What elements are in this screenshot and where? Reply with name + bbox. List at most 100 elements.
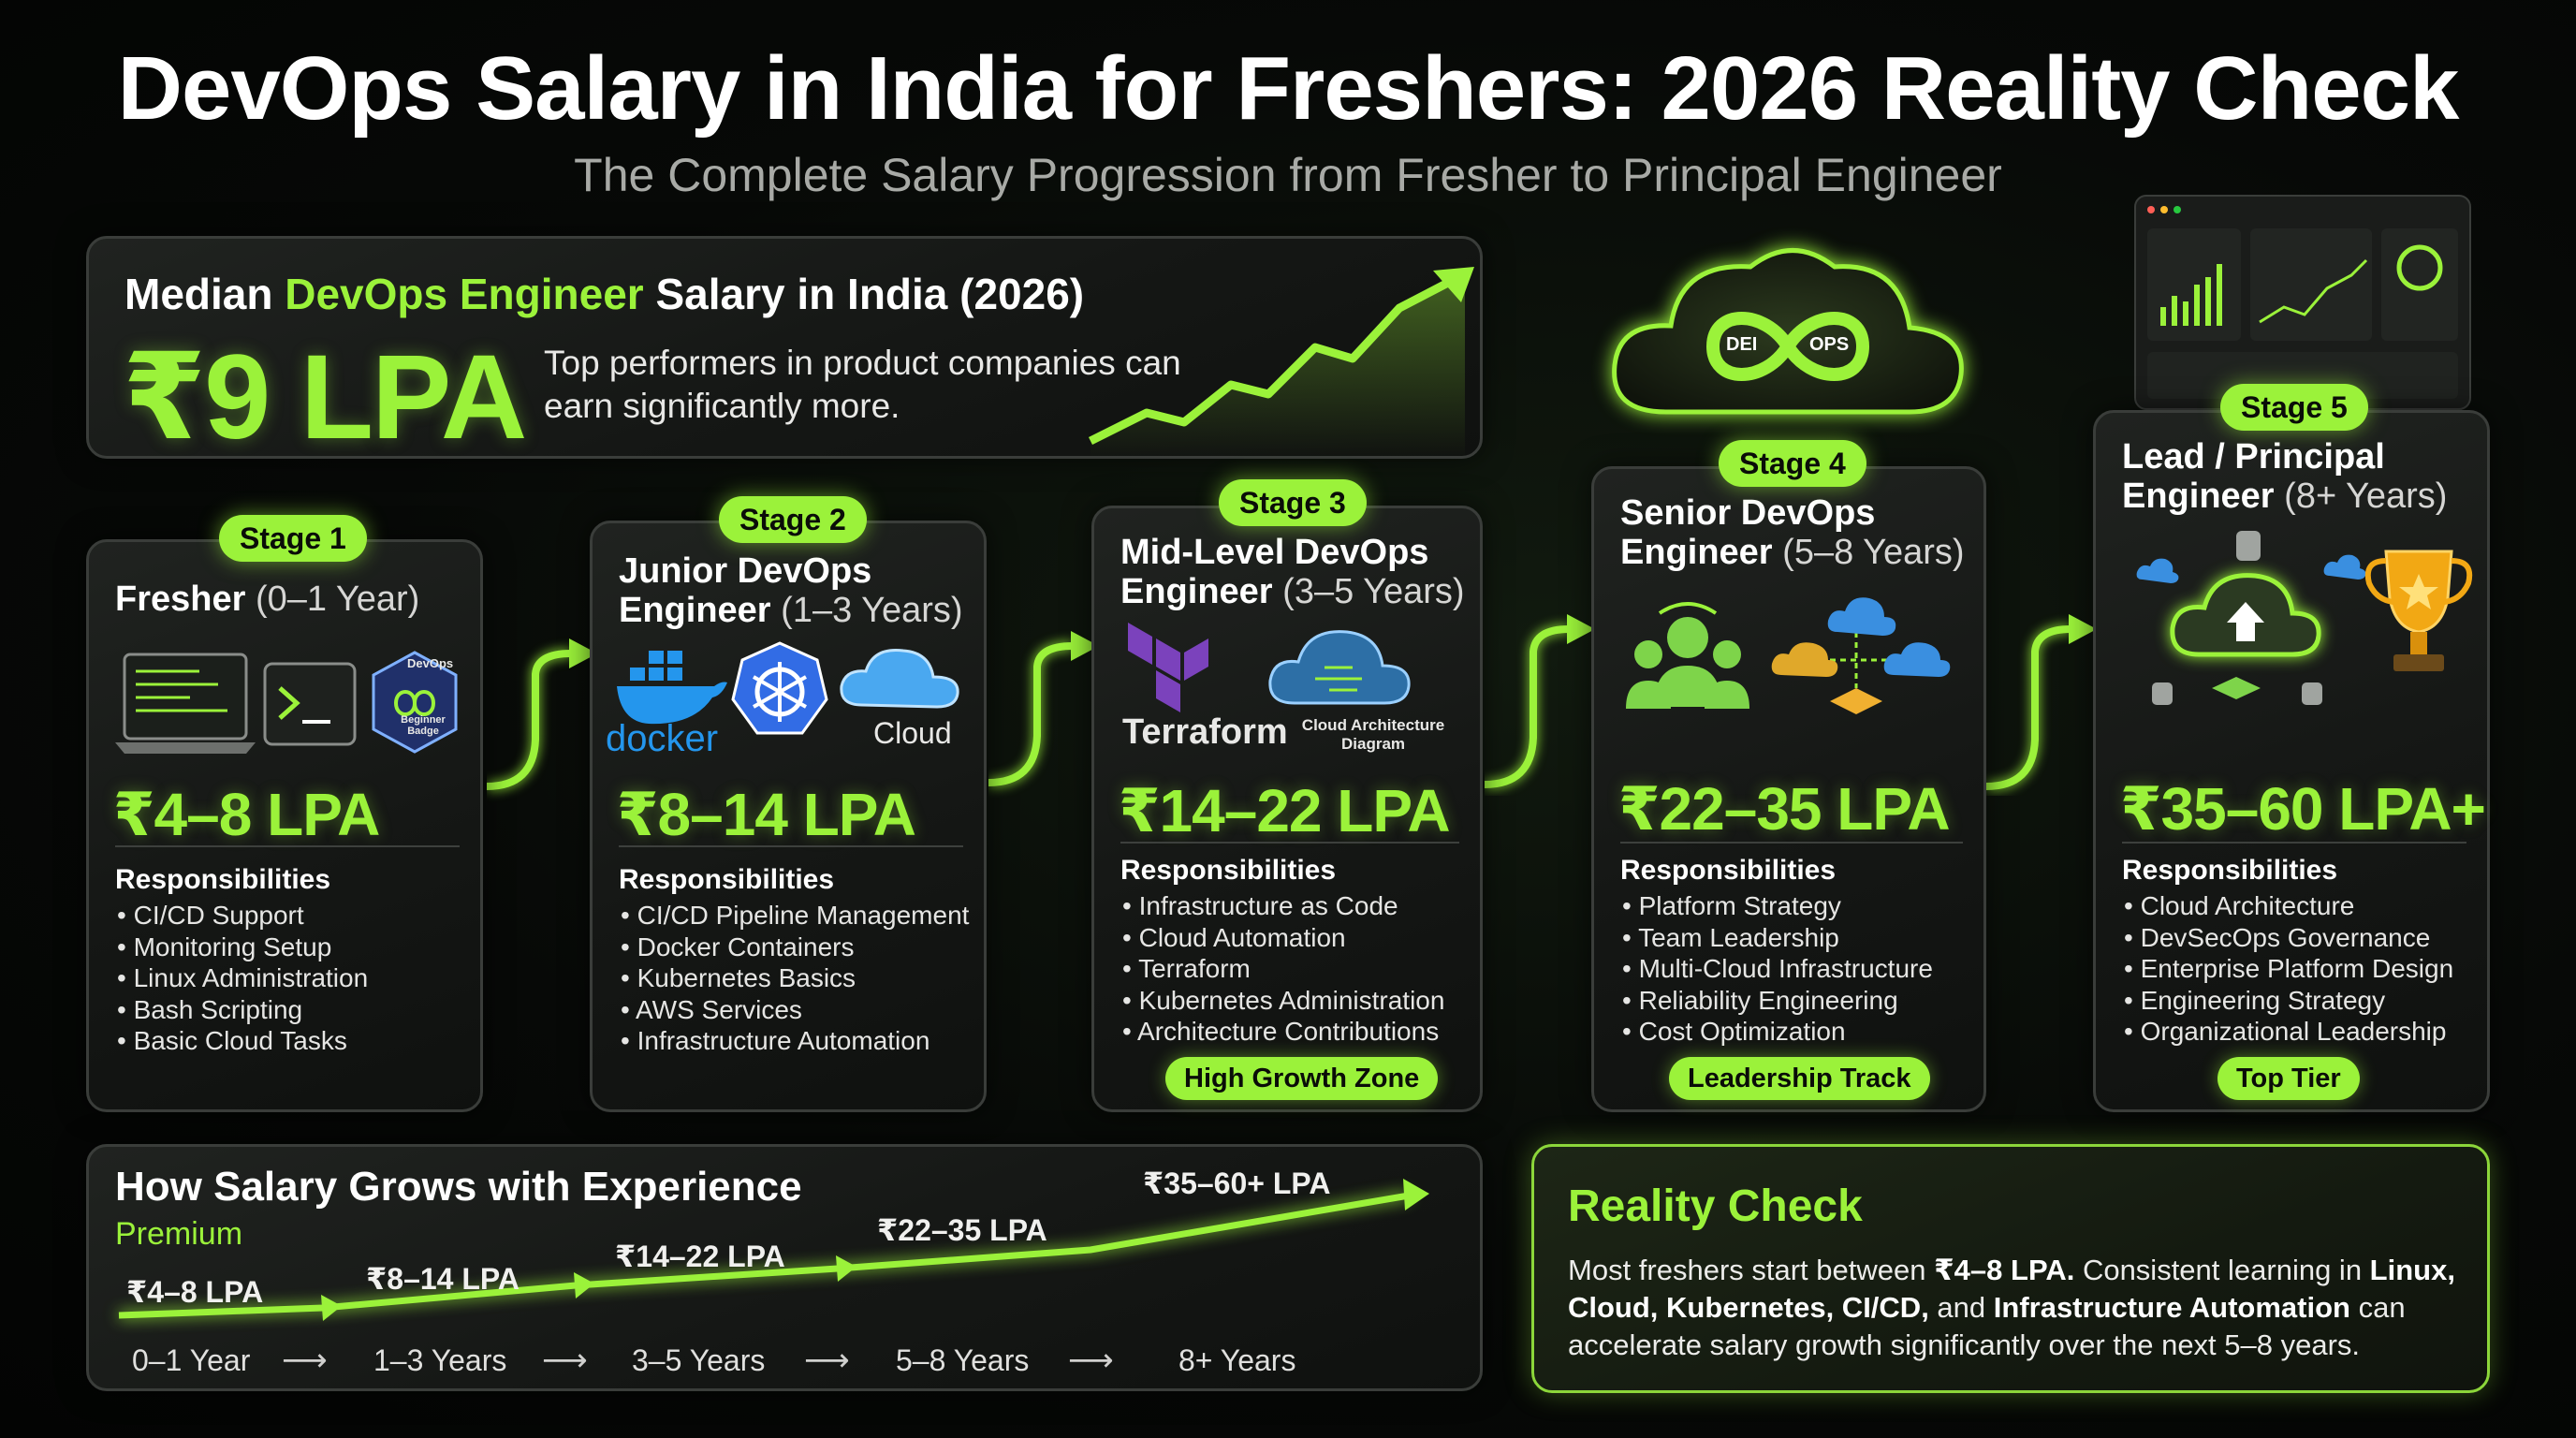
list-item: Cost Optimization xyxy=(1622,1016,1933,1048)
growth-salary-label: ₹35–60+ LPA xyxy=(1143,1167,1331,1200)
list-item: Linux Administration xyxy=(117,962,369,994)
stage-connector-arrow-icon xyxy=(1485,614,1595,788)
stage-card-1: Fresher (0–1 Year) DevOps Beginner Badge… xyxy=(86,539,483,1112)
list-item: Enterprise Platform Design xyxy=(2124,953,2454,985)
stage-card-2: Junior DevOps Engineer (1–3 Years) docke… xyxy=(590,521,987,1112)
stage-salary: ₹22–35 LPA xyxy=(1618,775,1951,843)
docker-kubernetes-cloud-icon xyxy=(617,641,959,735)
list-item: Reliability Engineering xyxy=(1622,985,1933,1017)
divider xyxy=(1120,842,1459,844)
salary-growth-card: How Salary Grows with Experience Premium… xyxy=(86,1144,1483,1391)
growth-years-label: 0–1 Year xyxy=(132,1343,251,1377)
devops-cloud-logo-icon xyxy=(1612,248,1964,415)
growth-salary-label: ₹4–8 LPA xyxy=(126,1275,264,1309)
high-growth-tag: High Growth Zone xyxy=(1165,1057,1439,1100)
median-value: ₹9 LPA xyxy=(123,330,527,459)
list-item: Architecture Contributions xyxy=(1122,1016,1444,1048)
arrow-right-icon: ⟶ xyxy=(282,1343,328,1378)
devops-badge-bottom-label: Beginner Badge xyxy=(401,714,446,737)
list-item: CI/CD Support xyxy=(117,900,368,932)
dashboard-illustration-icon xyxy=(2134,195,2471,410)
responsibilities-heading: Responsibilities xyxy=(1620,855,1837,886)
page-title: DevOps Salary in India for Freshers: 202… xyxy=(117,38,2460,139)
stage-card-5: Lead / Principal Engineer (8+ Years) ₹35… xyxy=(2093,410,2490,1112)
reality-check-title: Reality Check xyxy=(1568,1181,1863,1231)
list-item: Infrastructure as Code xyxy=(1122,890,1444,922)
stage-card-3: Mid-Level DevOps Engineer (3–5 Years) Te… xyxy=(1091,506,1483,1112)
arrow-right-icon: ⟶ xyxy=(804,1343,850,1378)
divider xyxy=(619,845,963,847)
responsibilities-heading: Responsibilities xyxy=(619,864,835,895)
responsibilities-list: CI/CD Support Monitoring Setup Linux Adm… xyxy=(117,900,369,1057)
cloud-trophy-icon xyxy=(2136,531,2473,705)
growth-salary-label: ₹8–14 LPA xyxy=(366,1262,520,1296)
stage-connector-arrow-icon xyxy=(1986,614,2097,790)
stage-title: Junior DevOps Engineer (1–3 Years) xyxy=(619,551,963,630)
arrow-right-icon: ⟶ xyxy=(542,1343,588,1378)
stage-salary: ₹35–60 LPA+ xyxy=(2120,775,2486,843)
list-item: Infrastructure Automation xyxy=(621,1025,969,1057)
stage-title: Lead / Principal Engineer (8+ Years) xyxy=(2122,437,2448,516)
list-item: Engineering Strategy xyxy=(2124,985,2453,1017)
docker-label: docker xyxy=(606,718,719,759)
growth-years-label: 8+ Years xyxy=(1178,1343,1296,1377)
list-item: Monitoring Setup xyxy=(117,932,368,963)
stage-title: Fresher (0–1 Year) xyxy=(115,580,420,619)
list-item: Multi-Cloud Infrastructure xyxy=(1622,953,1933,985)
responsibilities-list: Cloud Architecture DevSecOps Governance … xyxy=(2124,890,2454,1048)
terraform-label: Terraform xyxy=(1122,712,1288,752)
top-tier-tag: Top Tier xyxy=(2217,1057,2360,1100)
cloud-label: Cloud xyxy=(873,716,952,750)
list-item: CI/CD Pipeline Management xyxy=(621,900,970,932)
stage-card-4: Senior DevOps Engineer (5–8 Years) ₹22–3… xyxy=(1591,466,1986,1112)
page-subtitle: The Complete Salary Progression from Fre… xyxy=(574,149,2002,201)
leadership-track-tag: Leadership Track xyxy=(1669,1057,1930,1100)
list-item: Terraform xyxy=(1122,953,1444,985)
list-item: Platform Strategy xyxy=(1622,890,1933,922)
growth-years-label: 3–5 Years xyxy=(632,1343,766,1377)
list-item: Cloud Architecture xyxy=(2124,890,2453,922)
stage-connector-arrow-icon xyxy=(988,631,1099,786)
median-salary-card: Median DevOps Engineer Salary in India (… xyxy=(86,236,1483,459)
list-item: Kubernetes Administration xyxy=(1122,985,1445,1017)
devops-logo-right-text: OPS xyxy=(1809,334,1850,355)
responsibilities-list: Platform Strategy Team Leadership Multi-… xyxy=(1622,890,1933,1048)
list-item: Cloud Automation xyxy=(1122,922,1444,954)
arrow-right-icon: ⟶ xyxy=(1068,1343,1114,1378)
growth-years-label: 5–8 Years xyxy=(896,1343,1030,1377)
stage-badge: Stage 1 xyxy=(219,515,367,562)
growth-trend-icon xyxy=(1088,267,1474,456)
list-item: Team Leadership xyxy=(1622,922,1933,954)
median-note: Top performers in product companies can … xyxy=(544,344,1181,425)
growth-salary-label: ₹22–35 LPA xyxy=(877,1213,1047,1247)
stage-title: Mid-Level DevOps Engineer (3–5 Years) xyxy=(1120,533,1465,611)
growth-premium-label: Premium xyxy=(115,1216,243,1252)
stage-title: Senior DevOps Engineer (5–8 Years) xyxy=(1620,493,1965,572)
stage-badge: Stage 3 xyxy=(1219,479,1367,526)
responsibilities-heading: Responsibilities xyxy=(2122,855,2338,886)
list-item: Basic Cloud Tasks xyxy=(117,1025,368,1057)
stage-badge: Stage 2 xyxy=(719,496,867,543)
devops-logo-left-text: DEI xyxy=(1726,334,1758,355)
team-multicloud-icon xyxy=(1626,597,1951,714)
list-item: AWS Services xyxy=(621,994,969,1026)
divider xyxy=(1620,842,1963,844)
list-item: Kubernetes Basics xyxy=(621,962,969,994)
median-heading: Median DevOps Engineer Salary in India (… xyxy=(124,270,1085,318)
list-item: Docker Containers xyxy=(621,932,969,963)
laptop-terminal-icon xyxy=(115,651,458,754)
responsibilities-heading: Responsibilities xyxy=(115,864,331,895)
responsibilities-list: Infrastructure as Code Cloud Automation … xyxy=(1122,890,1444,1048)
median-heading-accent: DevOps Engineer xyxy=(285,270,644,318)
stage-connector-arrow-icon xyxy=(487,638,597,790)
growth-title: How Salary Grows with Experience xyxy=(115,1164,802,1210)
stage-badge: Stage 4 xyxy=(1719,440,1866,487)
growth-years-label: 1–3 Years xyxy=(373,1343,507,1377)
devops-badge-top-label: DevOps xyxy=(407,656,454,670)
cloud-architecture-label: Cloud Architecture Diagram xyxy=(1301,716,1445,753)
list-item: Organizational Leadership xyxy=(2124,1016,2453,1048)
growth-line-icon xyxy=(118,1179,1429,1321)
divider xyxy=(115,845,460,847)
stage-badge: Stage 5 xyxy=(2220,384,2368,431)
reality-check-text: Most freshers start between ₹4–8 LPA. Co… xyxy=(1568,1254,2455,1361)
